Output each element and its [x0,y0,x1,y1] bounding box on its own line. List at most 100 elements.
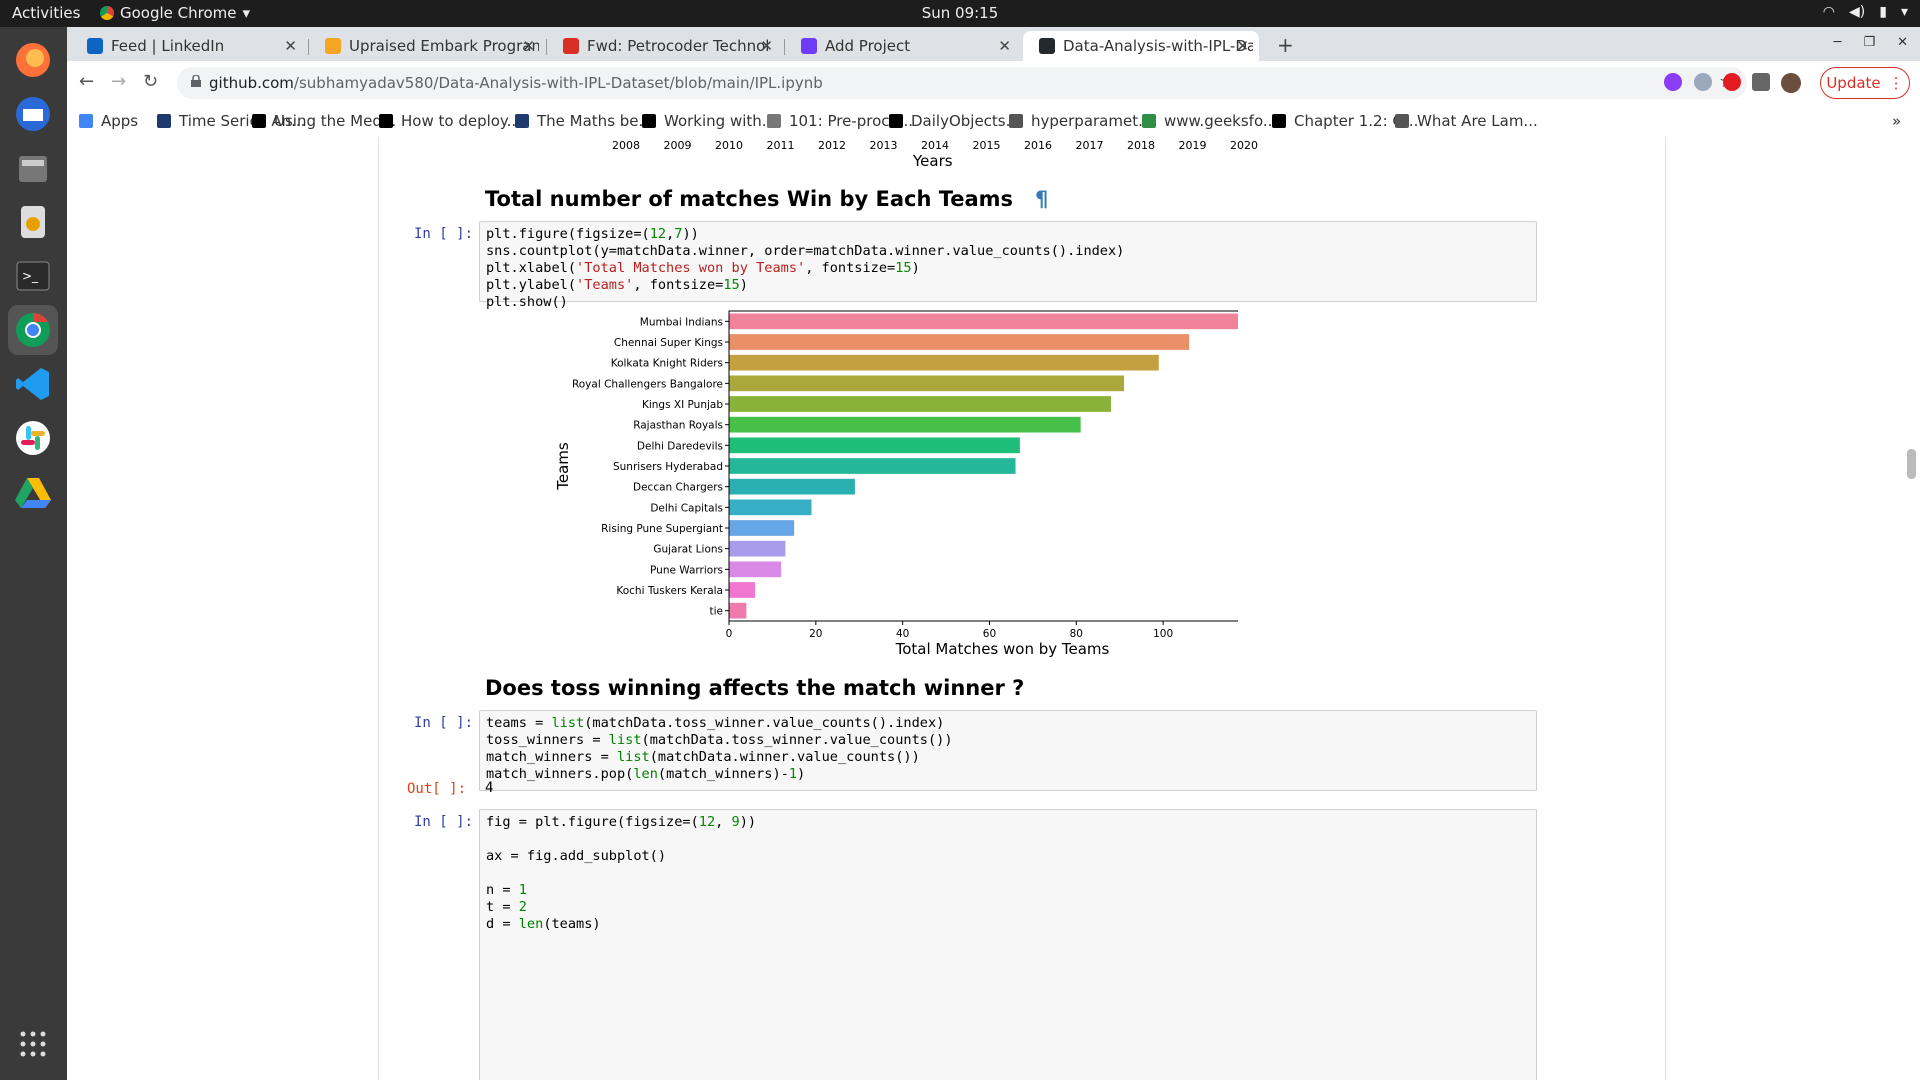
bookmark-label: 101: Pre-proce... [789,112,914,130]
bookmarks-bar: Apps Time Series An... Using the Med... How… [67,105,1920,138]
terminal-icon[interactable]: >_ [8,251,58,301]
bookmark-item[interactable]: How to deploy... [379,112,521,130]
avatar[interactable] [1781,73,1801,93]
code-cell[interactable]: teams = list(matchData.toss_winner.value… [479,710,1537,791]
year-tick-label: 2018 [1127,139,1155,152]
scrollbar-thumb[interactable] [1907,449,1916,479]
slack-icon[interactable] [8,413,58,463]
y-tick-label: Delhi Daredevils [637,440,723,452]
firefox-icon[interactable] [8,35,58,85]
system-tray[interactable]: ◠ ◀) ▮ ▾ [1823,4,1908,20]
bookmark-item[interactable]: Apps [79,112,138,130]
close-icon[interactable]: ✕ [760,37,773,55]
bookmark-item[interactable]: What Are Lam... [1395,112,1538,130]
code-text[interactable]: teams = list(matchData.toss_winner.value… [486,715,953,782]
bookmark-icon [1009,114,1023,128]
app-menu[interactable]: Google Chrome ▾ [100,4,250,22]
bookmark-icon [252,114,266,128]
back-button[interactable]: ← [79,71,95,92]
lock-icon [191,75,201,87]
x-axis-label: Years [913,152,953,170]
anchor-link[interactable]: ¶ [1035,187,1049,211]
volume-icon: ◀) [1849,4,1866,20]
drive-icon[interactable] [8,467,58,517]
bookmark-item[interactable]: Working with... [642,112,776,130]
close-window-button[interactable]: ✕ [1897,35,1908,50]
year-tick-label: 2013 [869,139,898,152]
bookmark-item[interactable]: www.geeksfo... [1142,112,1277,130]
x-tick-label: 0 [726,628,733,640]
close-icon[interactable]: ✕ [1236,37,1249,55]
forward-button[interactable]: → [111,71,127,92]
tab-upraised[interactable]: Upraised Embark Program ✕ [309,31,545,61]
bookmark-item[interactable]: Time Series An... [157,112,305,130]
tab-github-active[interactable]: Data-Analysis-with-IPL-Da ✕ [1023,31,1259,61]
tab-title: Feed | LinkedIn [111,37,225,55]
x-tick-label: 20 [809,628,822,640]
tab-gmail[interactable]: Fwd: Petrocoder Technol ✕ [547,31,783,61]
output-prompt: Out[ ]: [407,781,467,797]
bar [729,478,855,495]
gmail-icon [563,38,579,54]
bookmark-icon [767,114,781,128]
vscode-icon[interactable] [8,359,58,409]
close-icon[interactable]: ✕ [522,37,535,55]
tab-add-project[interactable]: Add Project ✕ [785,31,1021,61]
activities-button[interactable]: Activities [12,4,81,22]
year-tick-label: 2009 [663,139,692,152]
bookmark-item[interactable]: 101: Pre-proce... [767,112,913,130]
bookmark-item[interactable]: DailyObjects... [889,112,1020,130]
bookmark-item[interactable]: Chapter 1.2: G... [1272,112,1418,130]
year-tick-label: 2012 [818,139,846,152]
chrome-icon[interactable] [8,305,58,355]
heading-toss-winning: Does toss winning affects the match winn… [485,676,1025,700]
dock: >_ [0,27,67,1080]
bar-chart: Mumbai Indians Chennai Super Kings Kolkata… [478,305,1277,665]
tab-linkedin[interactable]: Feed | LinkedIn ✕ [71,31,307,61]
adblock-icon[interactable] [1723,73,1741,91]
code-text[interactable]: plt.figure(figsize=(12,7)) sns.countplot… [486,226,1125,310]
svg-text:>_: >_ [22,269,39,283]
address-bar[interactable]: github.com/subhamyadav580/Data-Analysis-… [177,67,1747,99]
maximize-button[interactable]: ❐ [1863,35,1876,50]
minimize-button[interactable]: ─ [1833,35,1842,50]
year-tick-label: 2014 [921,139,949,152]
wifi-icon: ◠ [1822,4,1836,20]
bookmark-icon [157,114,171,128]
app-grid-icon[interactable] [8,1019,58,1069]
bar [729,540,786,557]
extension-icon[interactable] [1664,73,1682,91]
app-name: Google Chrome [120,4,237,22]
y-tick-label: Royal Challengers Bangalore [572,378,723,390]
files-icon[interactable] [8,143,58,193]
update-button[interactable]: Update ⋮ [1820,67,1910,99]
clock[interactable]: Sun 09:15 [921,4,999,22]
upraised-icon [325,38,341,54]
new-tab-button[interactable]: + [1277,33,1294,57]
close-icon[interactable]: ✕ [998,37,1011,55]
bookmark-icon [515,114,529,128]
thunderbird-icon[interactable] [8,89,58,139]
bookmark-item[interactable]: hyperparamet... [1009,112,1152,130]
bookmark-item[interactable]: Using the Med... [252,112,396,130]
tab-separator [546,39,547,55]
reload-button[interactable]: ↻ [143,71,159,92]
more-bookmarks-button[interactable]: » [1892,112,1902,130]
bar [729,582,756,598]
bookmark-label: How to deploy... [401,112,521,130]
y-tick-label: Sunrisers Hyderabad [613,461,723,473]
extension-icon[interactable] [1694,73,1712,91]
bar [729,396,1112,412]
rhythmbox-icon[interactable] [8,197,58,247]
code-cell[interactable]: fig = plt.figure(figsize=(12, 9)) ax = f… [479,809,1537,1080]
input-prompt: In [ ]: [414,814,474,830]
code-cell[interactable]: plt.figure(figsize=(12,7)) sns.countplot… [479,221,1537,310]
code-text[interactable]: fig = plt.figure(figsize=(12, 9)) ax = f… [486,814,757,932]
tab-title: Fwd: Petrocoder Technol [587,37,770,55]
extensions-puzzle-icon[interactable] [1752,73,1770,91]
url-host: github.com [209,74,294,92]
bookmark-item[interactable]: The Maths be... [515,112,653,130]
close-icon[interactable]: ✕ [284,37,297,55]
bookmark-label: Chapter 1.2: G... [1294,112,1419,130]
battery-icon: ▮ [1879,4,1887,20]
